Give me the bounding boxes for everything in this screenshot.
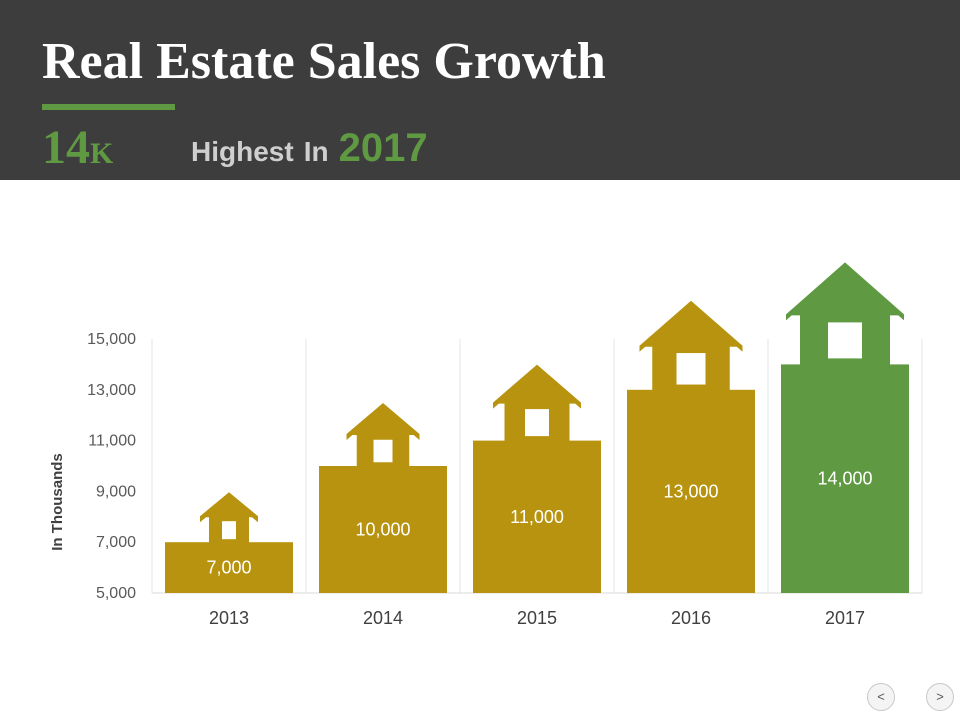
house-roof-fill [349, 405, 418, 435]
data-label: 13,000 [663, 481, 718, 501]
data-label: 11,000 [510, 507, 564, 527]
y-tick-label: 9,000 [96, 483, 136, 500]
y-tick-label: 13,000 [87, 382, 136, 399]
bar-house-2015: 11,000 [473, 365, 601, 593]
house-roof-fill [788, 264, 902, 315]
x-tick-label: 2016 [671, 608, 711, 628]
house-window [525, 409, 549, 436]
sales-chart: 5,000 7,000 9,000 11,000 13,000 15,000 7,000 1… [0, 0, 960, 680]
house-roof-fill [495, 367, 579, 404]
data-label: 14,000 [817, 469, 872, 489]
house-window [222, 521, 236, 539]
previous-slide-button[interactable]: < [867, 683, 895, 711]
x-tick-label: 2013 [209, 608, 249, 628]
next-slide-button[interactable]: > [926, 683, 954, 711]
y-tick-label: 5,000 [96, 585, 136, 602]
bar-house-2013: 7,000 [165, 492, 293, 593]
y-tick-label: 15,000 [87, 331, 136, 348]
house-window [828, 322, 862, 358]
data-label: 10,000 [355, 520, 410, 540]
x-tick-label: 2015 [517, 608, 557, 628]
bar-house-2017: 14,000 [781, 262, 909, 593]
house-window [677, 353, 706, 385]
x-axis-ticks: 2013 2014 2015 2016 2017 [209, 608, 865, 628]
bars: 7,000 10,000 11,000 13,000 14,000 [165, 262, 909, 593]
house-roof-fill [202, 494, 256, 517]
bar-house-2016: 13,000 [627, 301, 755, 593]
y-tick-label: 7,000 [96, 534, 136, 551]
x-tick-label: 2014 [363, 608, 403, 628]
bar-house-2014: 10,000 [319, 403, 447, 593]
y-axis-label: In Thousands [49, 453, 66, 551]
house-window [374, 440, 393, 463]
y-tick-label: 11,000 [88, 433, 136, 450]
house-roof-fill [642, 303, 741, 347]
x-tick-label: 2017 [825, 608, 865, 628]
data-label: 7,000 [206, 558, 251, 578]
y-axis-ticks: 5,000 7,000 9,000 11,000 13,000 15,000 [87, 331, 136, 602]
